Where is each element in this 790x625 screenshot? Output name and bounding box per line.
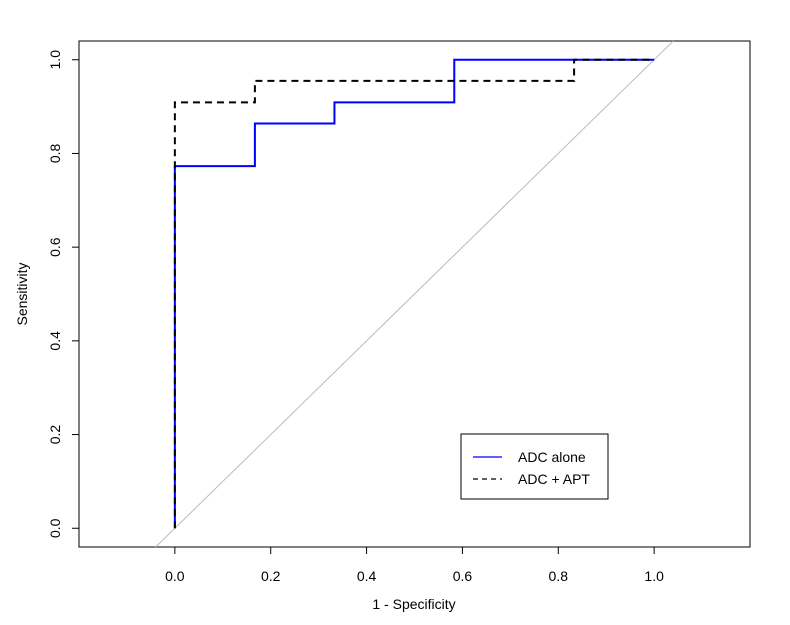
y-tick-label: 0.8 <box>47 144 63 164</box>
x-tick-label: 1.0 <box>644 568 664 584</box>
y-axis: 0.0 0.2 0.4 0.6 0.8 1.0 <box>47 50 80 538</box>
y-tick-label: 1.0 <box>47 50 63 70</box>
y-axis-label: Sensitivity <box>14 262 30 325</box>
reference-line-layer <box>155 40 674 548</box>
y-tick-label: 0.2 <box>47 425 63 445</box>
x-axis-label: 1 - Specificity <box>372 596 455 612</box>
series-line-adc-apt <box>173 58 655 529</box>
legend-label-adc-alone: ADC alone <box>518 449 586 465</box>
legend-label-adc-apt: ADC + APT <box>518 471 590 487</box>
reference-diagonal-line <box>155 40 674 548</box>
x-axis: 0.0 0.2 0.4 0.6 0.8 1.0 <box>165 546 664 584</box>
y-tick-label: 0.0 <box>47 518 63 538</box>
x-tick-label: 0.6 <box>453 568 473 584</box>
x-tick-label: 0.2 <box>261 568 281 584</box>
y-tick-label: 0.6 <box>47 237 63 257</box>
x-tick-label: 0.0 <box>165 568 185 584</box>
series-line-adc-alone <box>173 58 655 529</box>
legend-box <box>460 433 609 500</box>
series-layer <box>173 58 655 529</box>
y-tick-label: 0.4 <box>47 331 63 351</box>
x-tick-label: 0.8 <box>549 568 569 584</box>
legend: ADC alone ADC + APT <box>460 433 609 500</box>
x-tick-label: 0.4 <box>357 568 377 584</box>
